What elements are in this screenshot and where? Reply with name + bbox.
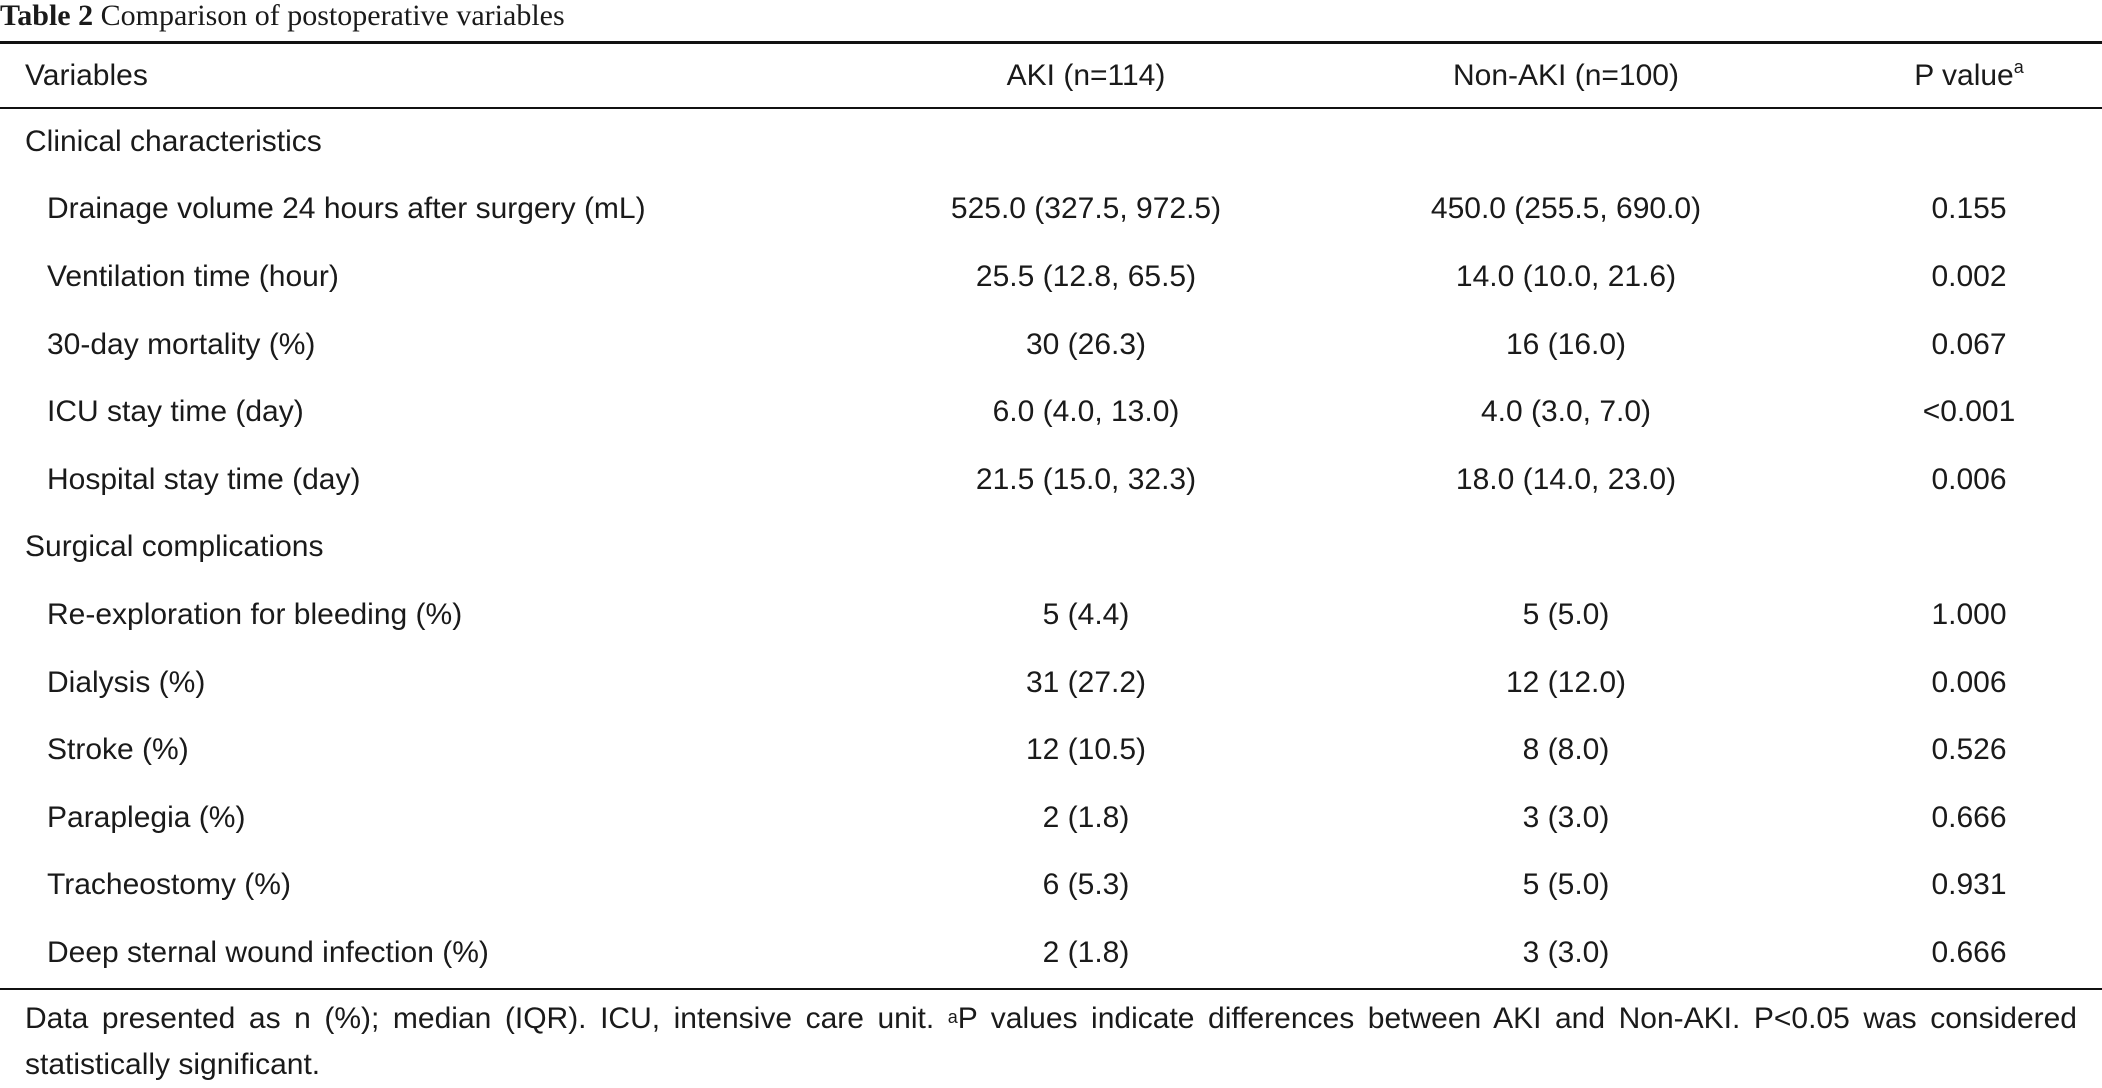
empty-cell <box>876 514 1296 582</box>
table-caption-title: Comparison of postoperative variables <box>100 0 565 32</box>
cell-aki: 25.5 (12.8, 65.5) <box>975 259 1197 293</box>
cell-non-aki: 4.0 (3.0, 7.0) <box>1480 395 1652 429</box>
cell-aki: 2 (1.8) <box>1042 800 1130 834</box>
section-title: Surgical complications <box>25 530 324 564</box>
cell-aki: 2 (1.8) <box>1042 935 1130 969</box>
row-label: Drainage volume 24 hours after surgery (… <box>47 192 646 226</box>
header-rule <box>0 107 2102 109</box>
row-label: Ventilation time (hour) <box>47 259 339 293</box>
empty-cell <box>1296 514 1836 582</box>
row-label: Tracheostomy (%) <box>47 868 291 902</box>
cell-aki: 6 (5.3) <box>1042 868 1130 902</box>
cell-non-aki: 5 (5.0) <box>1522 597 1610 631</box>
cell-p-value: 0.666 <box>1931 800 2007 834</box>
cell-aki: 6.0 (4.0, 13.0) <box>992 395 1180 429</box>
header-non-aki: Non-AKI (n=100) <box>1453 58 1679 92</box>
section-title: Clinical characteristics <box>25 125 322 159</box>
table-footnote: Data presented as n (%); median (IQR). I… <box>25 996 2077 1088</box>
table-row: Tracheostomy (%) 6 (5.3) 5 (5.0) 0.931 <box>0 852 2102 920</box>
cell-p-value: 0.526 <box>1931 733 2007 767</box>
table-row: Re-exploration for bleeding (%) 5 (4.4) 5 … <box>0 581 2102 649</box>
row-label: Stroke (%) <box>47 733 189 767</box>
footnote-text-1: Data presented as n (%); median (IQR). I… <box>25 1002 948 1035</box>
cell-p-value: 1.000 <box>1931 597 2007 631</box>
cell-p-value: 0.006 <box>1931 462 2007 496</box>
cell-p-value: <0.001 <box>1922 395 2016 429</box>
header-p-value-superscript: a <box>2013 56 2024 77</box>
cell-non-aki: 16 (16.0) <box>1505 327 1627 361</box>
cell-aki: 31 (27.2) <box>1025 665 1147 699</box>
cell-p-value: 0.002 <box>1931 259 2007 293</box>
section-row: Clinical characteristics <box>0 108 2102 176</box>
row-label: ICU stay time (day) <box>47 395 304 429</box>
cell-non-aki: 8 (8.0) <box>1522 733 1610 767</box>
cell-non-aki: 450.0 (255.5, 690.0) <box>1430 192 1702 226</box>
cell-non-aki: 3 (3.0) <box>1522 800 1610 834</box>
empty-cell <box>1296 108 1836 176</box>
header-variables: Variables <box>25 58 148 92</box>
header-p-value-text: P value <box>1914 58 2014 92</box>
table-caption-label: Table 2 <box>0 0 94 32</box>
row-label: Dialysis (%) <box>47 665 206 699</box>
row-label: Paraplegia (%) <box>47 800 246 834</box>
cell-non-aki: 5 (5.0) <box>1522 868 1610 902</box>
cell-p-value: 0.067 <box>1931 327 2007 361</box>
header-aki: AKI (n=114) <box>1006 58 1166 92</box>
cell-aki: 21.5 (15.0, 32.3) <box>975 462 1197 496</box>
cell-non-aki: 14.0 (10.0, 21.6) <box>1455 259 1677 293</box>
cell-non-aki: 18.0 (14.0, 23.0) <box>1455 462 1677 496</box>
table-row: Ventilation time (hour) 25.5 (12.8, 65.5)… <box>0 243 2102 311</box>
empty-cell <box>1836 514 2102 582</box>
postoperative-variables-table: Variables AKI (n=114) Non-AKI (n=100) P … <box>0 44 2102 987</box>
table-row: ICU stay time (day) 6.0 (4.0, 13.0) 4.0 (3… <box>0 378 2102 446</box>
table-row: Hospital stay time (day) 21.5 (15.0, 32.3… <box>0 446 2102 514</box>
bottom-rule <box>0 988 2102 990</box>
cell-aki: 12 (10.5) <box>1025 733 1147 767</box>
cell-p-value: 0.006 <box>1931 665 2007 699</box>
row-label: Hospital stay time (day) <box>47 462 361 496</box>
cell-non-aki: 12 (12.0) <box>1505 665 1627 699</box>
cell-aki: 525.0 (327.5, 972.5) <box>950 192 1222 226</box>
table-row: Drainage volume 24 hours after surgery (… <box>0 176 2102 244</box>
footnote-superscript: a <box>947 1007 958 1027</box>
cell-p-value: 0.155 <box>1931 192 2007 226</box>
row-label: 30-day mortality (%) <box>47 327 316 361</box>
table-header-row: Variables AKI (n=114) Non-AKI (n=100) P … <box>0 44 2102 108</box>
table-row: Deep sternal wound infection (%) 2 (1.8) 3… <box>0 919 2102 987</box>
cell-aki: 5 (4.4) <box>1042 597 1130 631</box>
footnote-text-2: P values indicate differences between AK… <box>25 1002 2077 1081</box>
table-caption: Table 2 Comparison of postoperative vari… <box>0 0 2102 40</box>
top-rule <box>0 41 2102 44</box>
empty-cell <box>876 108 1296 176</box>
table-row: 30-day mortality (%) 30 (26.3) 16 (16.0) 0.… <box>0 311 2102 379</box>
table-row: Paraplegia (%) 2 (1.8) 3 (3.0) 0.666 <box>0 784 2102 852</box>
table-row: Dialysis (%) 31 (27.2) 12 (12.0) 0.006 <box>0 649 2102 717</box>
cell-aki: 30 (26.3) <box>1025 327 1147 361</box>
cell-p-value: 0.666 <box>1931 935 2007 969</box>
row-label: Deep sternal wound infection (%) <box>47 935 489 969</box>
cell-non-aki: 3 (3.0) <box>1522 935 1610 969</box>
section-row: Surgical complications <box>0 514 2102 582</box>
cell-p-value: 0.931 <box>1931 868 2007 902</box>
table-row: Stroke (%) 12 (10.5) 8 (8.0) 0.526 <box>0 716 2102 784</box>
empty-cell <box>1836 108 2102 176</box>
header-p-value: P valuea <box>1836 44 2102 108</box>
row-label: Re-exploration for bleeding (%) <box>47 597 463 631</box>
table-body: Clinical characteristics Drainage volume … <box>0 108 2102 987</box>
